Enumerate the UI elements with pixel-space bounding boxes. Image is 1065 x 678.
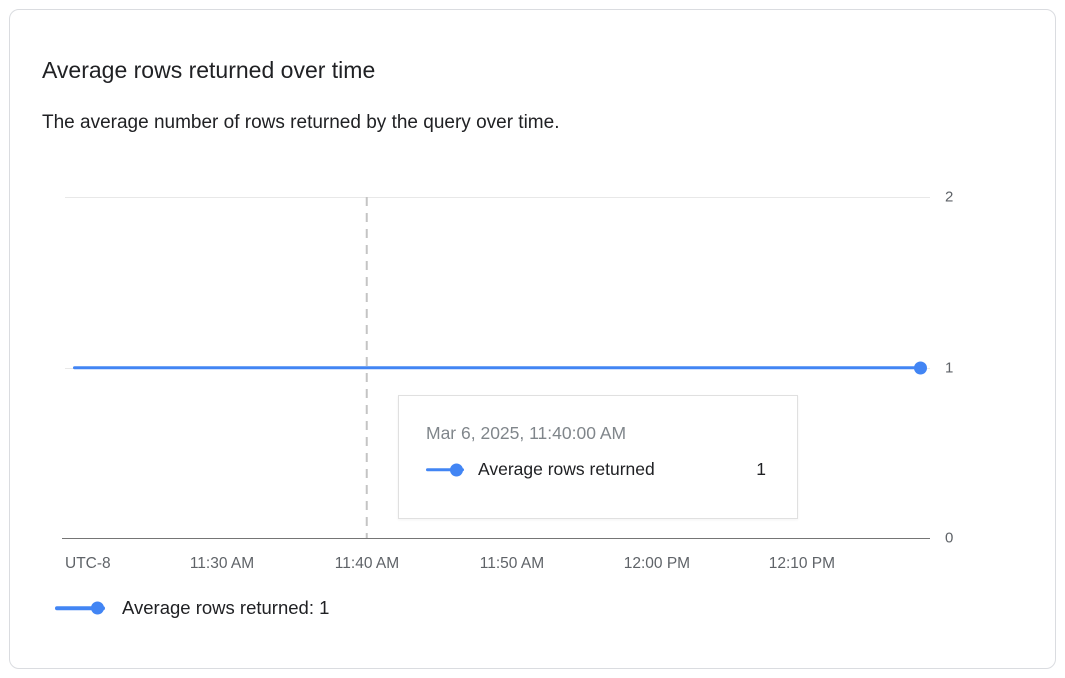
series-line: [73, 365, 918, 370]
marker-line-icon: [426, 467, 464, 472]
marker-line-icon: [55, 606, 105, 610]
series-marker-icon: [426, 463, 464, 477]
legend-label: Average rows returned: 1: [122, 597, 330, 618]
x-axis-tick-label: 11:30 AM: [189, 555, 255, 572]
chart-card: Average rows returned over time The aver…: [9, 9, 1056, 669]
tooltip-timestamp: Mar 6, 2025, 11:40:00 AM: [426, 423, 627, 443]
x-axis-tick-label: 11:50 AM: [479, 555, 545, 572]
y-axis-tick-label: 0: [945, 529, 954, 547]
x-axis-tick-label: 11:40 AM: [334, 555, 400, 572]
series-endpoint-dot: [914, 361, 927, 374]
y-axis-labels: 2 1 0: [945, 190, 985, 546]
chart-legend[interactable]: Average rows returned: 1: [55, 593, 329, 623]
x-axis-line: [62, 537, 930, 539]
plot-area[interactable]: Mar 6, 2025, 11:40:00 AM Average rows re…: [62, 197, 930, 539]
x-axis-timezone-label: UTC-8: [65, 555, 111, 572]
y-axis-tick-label: 1: [945, 359, 954, 376]
legend-marker-icon: [55, 601, 105, 615]
x-axis-tick-label: 12:00 PM: [623, 555, 691, 572]
marker-dot-icon: [450, 463, 463, 476]
chart-title: Average rows returned over time: [42, 57, 376, 83]
y-axis-tick-label: 2: [945, 188, 954, 206]
tooltip-series-row: Average rows returned 1: [426, 459, 766, 480]
chart-tooltip: Mar 6, 2025, 11:40:00 AM Average rows re…: [398, 395, 798, 519]
tooltip-series-label: Average rows returned: [478, 459, 655, 479]
marker-dot-icon: [91, 601, 104, 615]
gridline: [65, 197, 930, 198]
chart-subtitle: The average number of rows returned by t…: [42, 112, 560, 133]
x-axis-tick-label: 12:10 PM: [768, 555, 836, 572]
tooltip-value: 1: [756, 459, 766, 479]
x-axis-labels: UTC-8 11:30 AM 11:40 AM 11:50 AM 12:00 PM 12:…: [65, 555, 930, 577]
